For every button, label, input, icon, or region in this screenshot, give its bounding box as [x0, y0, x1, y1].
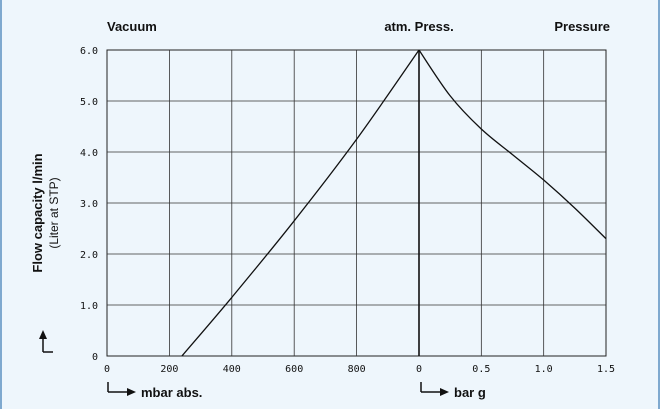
- flow-curve-vacuum: [181, 49, 420, 357]
- header-atm-press: atm. Press.: [384, 19, 453, 34]
- y-axis-sublabel: (Liter at STP): [47, 177, 61, 248]
- x-tick-label-vacuum: 800: [348, 364, 366, 375]
- x-tick-label-vacuum: 200: [160, 364, 178, 375]
- y-tick-labels: 0 1.0 2.0 3.0 4.0 5.0 6.0: [80, 46, 98, 363]
- x-tick-label-vacuum: 0: [416, 364, 422, 375]
- x-tick-label-vacuum: 600: [285, 364, 303, 375]
- grid-lines: [106, 49, 607, 357]
- x-axis-arrow-pressure: [420, 382, 449, 396]
- flow-curve-pressure: [418, 49, 607, 240]
- y-tick-label: 1.0: [80, 301, 98, 312]
- x-tick-label-pressure: 1.0: [535, 364, 553, 375]
- flow-curves: [181, 49, 607, 357]
- header-vacuum: Vacuum: [107, 19, 157, 34]
- y-axis-label: Flow capacity l/min: [30, 153, 45, 272]
- y-tick-label: 5.0: [80, 97, 98, 108]
- header-pressure: Pressure: [554, 19, 610, 34]
- x-tick-label-vacuum: 400: [223, 364, 241, 375]
- y-tick-label: 3.0: [80, 199, 98, 210]
- y-tick-label: 6.0: [80, 46, 98, 57]
- x-tick-labels: 0 200 400 600 800 0 0.5 1.0 1.5: [104, 364, 615, 375]
- y-axis-arrow: [39, 330, 53, 353]
- x-axis-arrow-vacuum: [107, 382, 136, 396]
- x-tick-label-pressure: 1.5: [597, 364, 615, 375]
- x-tick-label-pressure: 0.5: [472, 364, 490, 375]
- x-axis-label-bar-g: bar g: [454, 385, 486, 400]
- x-axis-label-mbar: mbar abs.: [141, 385, 202, 400]
- y-tick-label: 4.0: [80, 148, 98, 159]
- y-tick-label: 2.0: [80, 250, 98, 261]
- x-tick-label-vacuum: 0: [104, 364, 110, 375]
- y-tick-label: 0: [92, 352, 98, 363]
